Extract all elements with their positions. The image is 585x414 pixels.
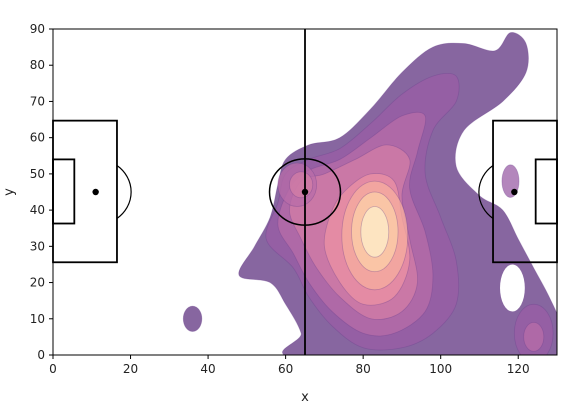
- y-tick-label: 90: [30, 22, 45, 36]
- left-penalty-spot: [92, 188, 99, 196]
- right-penalty-arc: [478, 165, 494, 219]
- y-tick-label: 20: [30, 276, 45, 290]
- y-axis-ticks: 0 10 20 30 40 50 60 70 80 90: [30, 22, 53, 362]
- y-axis-label: y: [2, 188, 17, 196]
- x-axis-ticks: 0 20 40 60 80 100 120: [49, 355, 530, 376]
- y-tick: 20: [30, 276, 53, 290]
- x-tick: 80: [356, 355, 371, 376]
- x-axis-label: x: [301, 390, 309, 405]
- y-tick-label: 30: [30, 239, 45, 253]
- pitch-lines: [52, 29, 558, 355]
- y-tick-label: 50: [30, 167, 45, 181]
- density-level-1-blob: [182, 305, 203, 332]
- density-lower-right-b: [523, 321, 545, 352]
- y-tick-label: 80: [30, 58, 45, 72]
- x-tick-label: 40: [200, 362, 215, 376]
- center-spot: [301, 188, 309, 196]
- density-contours: [182, 32, 557, 355]
- x-tick-label: 60: [278, 362, 293, 376]
- density-hole: [500, 264, 525, 312]
- density-level-8: [360, 206, 390, 258]
- y-tick-label: 40: [30, 203, 45, 217]
- y-tick: 40: [30, 203, 53, 217]
- right-six-yard-box: [534, 158, 558, 225]
- y-tick-label: 70: [30, 94, 45, 108]
- y-tick: 10: [30, 312, 53, 326]
- x-tick-label: 0: [49, 362, 57, 376]
- x-tick: 20: [123, 355, 138, 376]
- plot-frame: [52, 28, 558, 356]
- y-tick: 70: [30, 94, 53, 108]
- left-penalty-arc: [116, 165, 132, 219]
- x-tick: 40: [200, 355, 216, 376]
- density-secondary-b: [289, 171, 314, 199]
- x-tick-label: 120: [507, 362, 530, 376]
- y-tick-label: 0: [37, 348, 45, 362]
- right-penalty-spot: [511, 188, 518, 196]
- x-tick: 0: [49, 355, 57, 376]
- x-tick-label: 100: [429, 362, 452, 376]
- y-tick: 30: [30, 239, 53, 253]
- x-tick: 60: [278, 355, 293, 376]
- center-circle: [268, 158, 342, 226]
- x-tick-label: 20: [123, 362, 138, 376]
- y-tick-label: 60: [30, 131, 45, 145]
- x-tick: 120: [507, 355, 530, 376]
- y-tick-label: 10: [30, 312, 45, 326]
- x-tick: 100: [429, 355, 452, 376]
- y-tick: 50: [30, 167, 53, 181]
- x-tick-label: 80: [356, 362, 371, 376]
- left-penalty-box: [52, 119, 118, 264]
- left-six-yard-box: [52, 158, 76, 225]
- y-tick: 90: [30, 22, 53, 36]
- y-tick: 0: [37, 348, 53, 362]
- y-tick: 60: [30, 131, 53, 145]
- y-tick: 80: [30, 58, 53, 72]
